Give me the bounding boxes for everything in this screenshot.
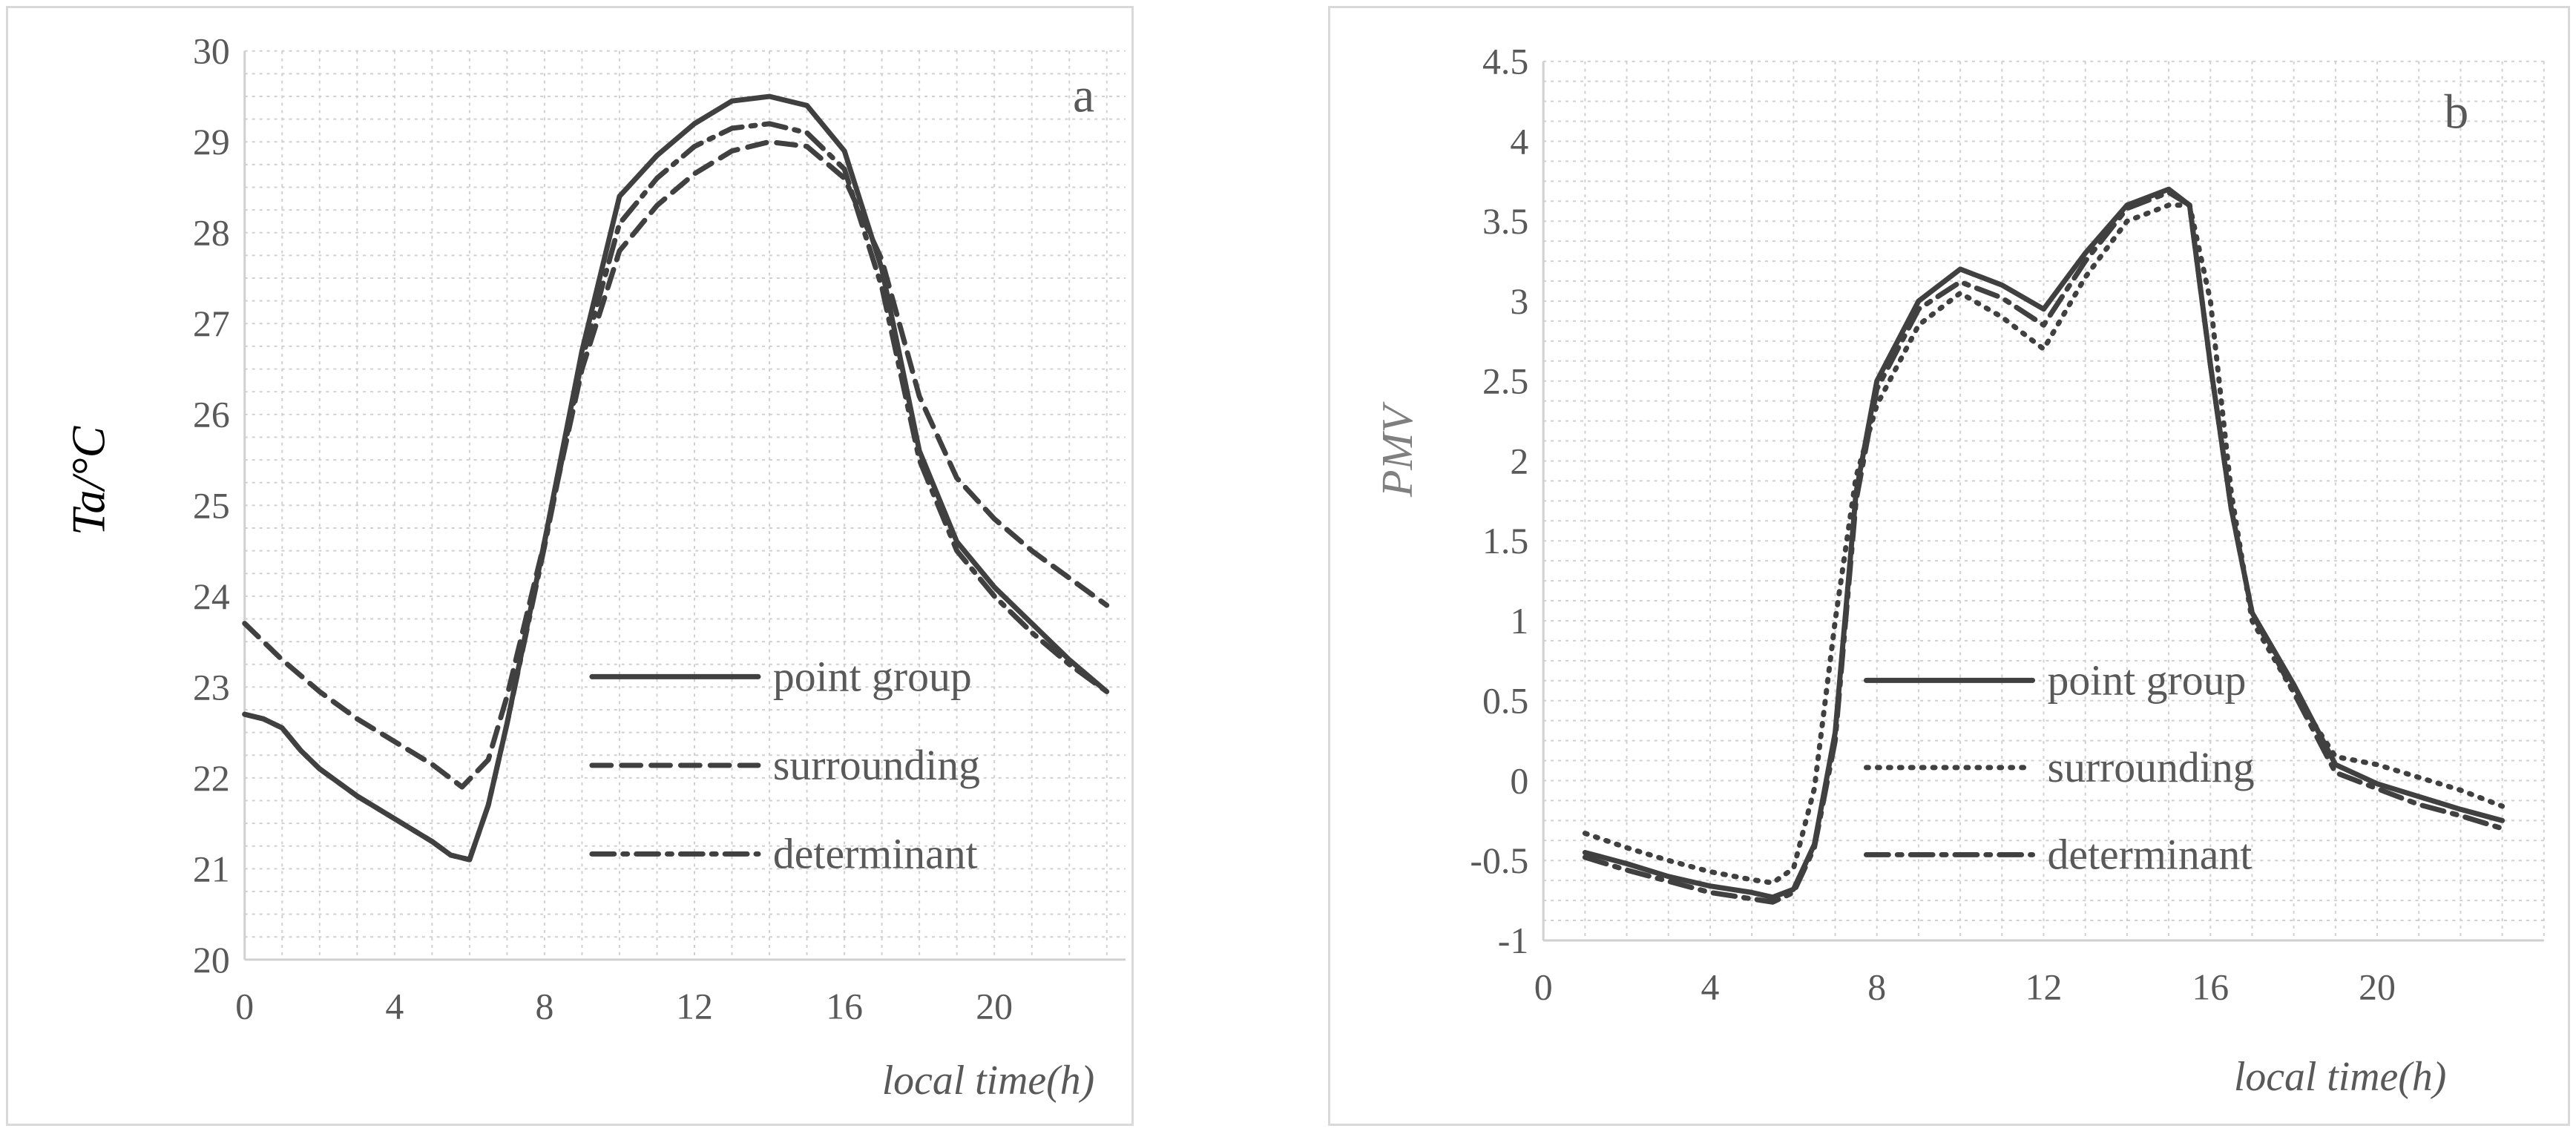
y-tick-label: 22 bbox=[193, 758, 230, 799]
y-tick-label: -1 bbox=[1498, 920, 1528, 961]
series-line-determinant bbox=[1582, 189, 2506, 905]
y-tick-label: 27 bbox=[193, 303, 230, 344]
chart-a-x-ticks: 0 4 8 12 16 20 bbox=[235, 986, 1013, 1027]
y-tick-label: -0.5 bbox=[1470, 840, 1528, 881]
series-line-surrounding bbox=[242, 139, 1110, 790]
x-tick-label: 16 bbox=[826, 986, 863, 1027]
y-tick-label: 4 bbox=[1510, 121, 1528, 162]
y-tick-label: 29 bbox=[193, 122, 230, 162]
y-tick-label: 28 bbox=[193, 213, 230, 254]
y-tick-label: 4.5 bbox=[1482, 42, 1528, 82]
x-tick-label: 20 bbox=[976, 986, 1013, 1027]
x-tick-label: 12 bbox=[676, 986, 713, 1027]
y-tick-label: 2 bbox=[1510, 441, 1528, 481]
legend-label: point group bbox=[2047, 657, 2246, 704]
chart-panel-b: -1 -0.5 0 0.5 1 1.5 2 2.5 3 3.5 4 4.5 0 4 8 12 16 20 b l… bbox=[1328, 6, 2570, 1126]
y-tick-label: 30 bbox=[193, 31, 230, 72]
y-tick-label: 2.5 bbox=[1482, 361, 1528, 402]
chart-b-axes bbox=[1542, 61, 2544, 942]
chart-a-x-axis-title: local time(h) bbox=[882, 1058, 1094, 1104]
y-tick-label: 3 bbox=[1510, 281, 1528, 322]
chart-b-grid bbox=[1542, 60, 2545, 941]
chart-b-series bbox=[1582, 186, 2506, 905]
legend-label: determinant bbox=[773, 831, 978, 877]
chart-a-svg: 20 21 22 23 24 25 26 27 28 29 30 0 4 8 12 16 20 a local… bbox=[62, 31, 1126, 1104]
chart-a-axes bbox=[243, 50, 1126, 961]
x-tick-label: 8 bbox=[1867, 967, 1886, 1008]
chart-a-grid bbox=[243, 50, 1126, 960]
chart-a-y-ticks: 20 21 22 23 24 25 26 27 28 29 30 bbox=[193, 31, 230, 980]
chart-a-legend: point group surrounding determinant bbox=[589, 653, 980, 877]
x-tick-label: 8 bbox=[535, 986, 553, 1027]
x-tick-label: 20 bbox=[2359, 967, 2396, 1008]
chart-b-y-ticks: -1 -0.5 0 0.5 1 1.5 2 2.5 3 3.5 4 4.5 bbox=[1470, 42, 1528, 961]
chart-a-panel-label: a bbox=[1073, 68, 1094, 122]
series-line-surrounding bbox=[1582, 202, 2506, 886]
chart-b-y-axis-title: PMV bbox=[1373, 401, 1422, 498]
y-tick-label: 1 bbox=[1510, 601, 1528, 642]
x-tick-label: 0 bbox=[1534, 967, 1553, 1008]
legend-label: point group bbox=[773, 653, 972, 700]
y-tick-label: 25 bbox=[193, 485, 230, 526]
chart-panel-a: 20 21 22 23 24 25 26 27 28 29 30 0 4 8 12 16 20 a local… bbox=[6, 6, 1134, 1126]
chart-a-series bbox=[242, 93, 1110, 863]
x-tick-label: 4 bbox=[1701, 967, 1719, 1008]
x-tick-label: 16 bbox=[2192, 967, 2229, 1008]
chart-b-legend: point group surrounding determinant bbox=[1863, 657, 2255, 878]
y-tick-label: 24 bbox=[193, 576, 230, 617]
y-tick-label: 1.5 bbox=[1482, 521, 1528, 561]
y-tick-label: 3.5 bbox=[1482, 201, 1528, 242]
x-tick-label: 12 bbox=[2025, 967, 2063, 1008]
y-tick-label: 23 bbox=[193, 667, 230, 708]
y-tick-label: 21 bbox=[193, 848, 230, 889]
y-tick-label: 0 bbox=[1510, 760, 1528, 801]
chart-a-y-axis-title: Ta/°C bbox=[62, 425, 115, 535]
y-tick-label: 20 bbox=[193, 940, 230, 980]
y-tick-label: 0.5 bbox=[1482, 681, 1528, 722]
chart-b-x-axis-title: local time(h) bbox=[2234, 1054, 2446, 1100]
series-line-determinant bbox=[242, 121, 1110, 863]
x-tick-label: 4 bbox=[385, 986, 404, 1027]
chart-b-panel-label: b bbox=[2444, 85, 2468, 139]
x-tick-label: 0 bbox=[235, 986, 254, 1027]
legend-label: surrounding bbox=[2047, 745, 2254, 791]
legend-label: surrounding bbox=[773, 742, 980, 789]
y-tick-label: 26 bbox=[193, 395, 230, 435]
chart-b-x-ticks: 0 4 8 12 16 20 bbox=[1534, 967, 2396, 1008]
chart-b-svg: -1 -0.5 0 0.5 1 1.5 2 2.5 3 3.5 4 4.5 0 4 8 12 16 20 b l… bbox=[1373, 42, 2545, 1100]
legend-label: determinant bbox=[2047, 831, 2252, 878]
